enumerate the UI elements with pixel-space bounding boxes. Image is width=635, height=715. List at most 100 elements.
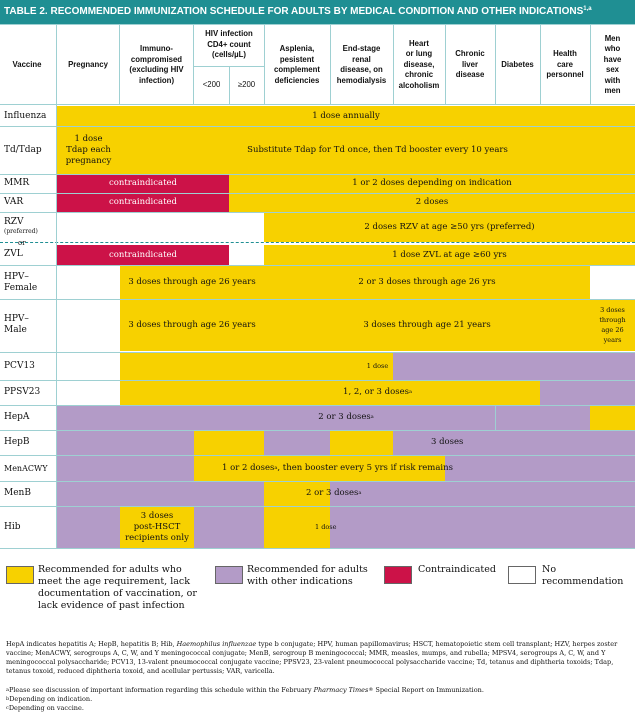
- col-header-liver: Chronic liver disease: [455, 49, 485, 80]
- row-divider: [0, 265, 635, 266]
- row-divider: [0, 299, 635, 300]
- table-title: TABLE 2. RECOMMENDED IMMUNIZATION SCHEDU…: [0, 0, 635, 24]
- ppsv23-pregnancy-cell: [57, 380, 120, 405]
- var-rest-cell-text: 2 doses: [415, 197, 449, 207]
- row-label-pcv13: PCV13: [4, 361, 35, 371]
- ppsv23-label-text: 1, 2, or 3 dosesa: [343, 387, 412, 397]
- hib-label: 1 dose: [264, 506, 635, 548]
- menacwy-purple-1: [57, 455, 194, 481]
- influenza-cell: 1 dose annually: [57, 106, 635, 126]
- row-label-rzv: RZV (preferred): [4, 217, 38, 235]
- row-label-var: VAR: [4, 197, 24, 207]
- row-label-menacwy: MenACWY: [4, 463, 48, 473]
- menb-purple-1: [57, 481, 120, 506]
- title-superscript: 1,a: [583, 6, 592, 12]
- hpv-male-pregnancy-cell: [57, 299, 120, 351]
- ppsv23-label: 1, 2, or 3 dosesa: [120, 380, 635, 405]
- hib-immuno-cell: 3 doses post-HSCT recipients only: [120, 506, 194, 548]
- abbreviations-footnote: HepA indicates hepatitis A; HepB, hepati…: [6, 640, 618, 675]
- row-divider: [0, 481, 635, 482]
- row-divider: [0, 24, 635, 25]
- hpv-female-msm-cell: [590, 266, 635, 299]
- rzv-rest-cell-text: 2 doses RZV at age ≥50 yrs (preferred): [364, 221, 535, 232]
- tdap-pregnancy-cell: 1 dose Tdap each pregnancy: [57, 126, 120, 174]
- row-divider: [0, 506, 635, 507]
- rzv-zvl-dashed-separator: [0, 242, 635, 243]
- column-divider: [56, 24, 57, 104]
- col-header-heart-lung: Heart or lung disease, chronic alcoholism: [398, 38, 440, 90]
- hpv-male-26-cell: 3 doses through age 26 years: [120, 299, 264, 351]
- legend-recommended-text: Recommended for adults who meet the age r…: [38, 564, 197, 611]
- row-divider: [0, 212, 635, 213]
- hepa-msm-cell: [590, 405, 635, 430]
- row-divider: [0, 455, 635, 456]
- var-rest-cell: 2 doses: [229, 193, 635, 212]
- menb-label: 2 or 3 dosesa: [264, 481, 635, 506]
- row-divider: [0, 174, 635, 175]
- row-label-td-tdap: Td/Tdap: [4, 144, 42, 155]
- legend-no-recommendation-text: No recommendation: [542, 564, 624, 587]
- row-divider: [0, 380, 635, 381]
- ppsv23-yellow-cell: [120, 380, 540, 405]
- hepb-purple-2: [393, 430, 635, 455]
- hib-label-text: 1 dose: [315, 522, 337, 531]
- column-divider: [495, 24, 496, 104]
- col-header-vaccine: Vaccine: [12, 59, 42, 69]
- tdap-rest-cell-text: Substitute Tdap for Td once, then Td boo…: [247, 144, 508, 155]
- hib-hiv-cell: [194, 506, 264, 548]
- col-header-asplenia: Asplenia, pesistent complement deficiencies: [274, 44, 320, 85]
- var-contraindicated-cell-text: contraindicated: [109, 197, 177, 207]
- column-divider: [540, 24, 541, 104]
- hpv-female-26-cell: 3 doses through age 26 years: [120, 266, 264, 299]
- hib-purple-1: [57, 506, 120, 548]
- menb-asplenia-cell: [264, 481, 330, 506]
- legend-swatch-recommended: [6, 566, 34, 584]
- zvl-no-rec-cell: [229, 245, 264, 265]
- menacwy-label-text: 1 or 2 dosesa, then booster every 5 yrs …: [222, 462, 453, 473]
- column-divider: [590, 24, 591, 104]
- row-label-hpv-male: HPV– Male: [4, 314, 29, 335]
- row-divider: [0, 193, 635, 194]
- zvl-contraindicated-cell-text: contraindicated: [109, 249, 177, 260]
- hpv-female-pregnancy-cell: [57, 266, 120, 299]
- row-label-hpv-female: HPV– Female: [4, 271, 38, 293]
- hpv-male-rest-cell: 3 doses through age 21 years: [264, 299, 590, 351]
- col-header-immunocompromised: Immuno-compromised (excluding HIV infectio…: [129, 44, 184, 85]
- row-label-influenza: Influenza: [4, 110, 47, 121]
- footnote-c: cDepending on vaccine.: [6, 704, 84, 712]
- column-divider: [445, 24, 446, 104]
- row-divider: [0, 430, 635, 431]
- legend-contraindicated-text: Contraindicated: [418, 564, 496, 575]
- row-label-or: or: [18, 238, 26, 247]
- hepa-label: 2 or 3 dosesa: [57, 405, 635, 430]
- row-label-hepb: HepB: [4, 437, 30, 447]
- row-divider: [0, 352, 635, 353]
- hpv-male-26-cell-text: 3 doses through age 26 years: [128, 319, 256, 330]
- zvl-rest-cell: 1 dose ZVL at age ≥60 yrs: [264, 245, 635, 265]
- column-divider: [264, 24, 265, 104]
- hpv-female-26-cell-text: 3 doses through age 26 years: [128, 277, 256, 287]
- mmr-contraindicated-cell: contraindicated: [57, 174, 229, 193]
- hpv-female-rest-cell: 2 or 3 doses through age 26 yrs: [264, 266, 590, 299]
- hpv-male-msm-cell: 3 doses through age 26 years: [590, 299, 635, 351]
- tdap-rest-cell: Substitute Tdap for Td once, then Td boo…: [120, 126, 635, 174]
- ppsv23-purple-cell: [540, 380, 635, 405]
- hepb-asplenia-cell: [264, 430, 330, 455]
- hiv-sub-divider: [229, 66, 230, 104]
- col-header-pregnancy: Pregnancy: [68, 59, 108, 69]
- row-divider: [0, 405, 635, 406]
- hepb-hiv-cell: [194, 430, 264, 455]
- hepa-purple-cell: [57, 405, 495, 430]
- row-label-mmr: MMR: [4, 178, 30, 188]
- pcv13-yellow-cell: [120, 353, 393, 380]
- hepa-label-text: 2 or 3 dosesa: [318, 412, 374, 423]
- row-label-menb: MenB: [4, 488, 31, 498]
- hpv-female-rest-cell-text: 2 or 3 doses through age 26 yrs: [358, 277, 496, 287]
- hepa-diabetes-cell: [495, 405, 590, 430]
- legend-swatch-other-indications: [215, 566, 243, 584]
- row-label-zvl: ZVL: [4, 249, 23, 259]
- hepb-renal-cell: [330, 430, 393, 455]
- col-header-hiv: HIV infection CD4+ count (cells/µL): [205, 29, 253, 60]
- row-label-hib: Hib: [4, 521, 21, 532]
- var-contraindicated-cell: contraindicated: [57, 193, 229, 212]
